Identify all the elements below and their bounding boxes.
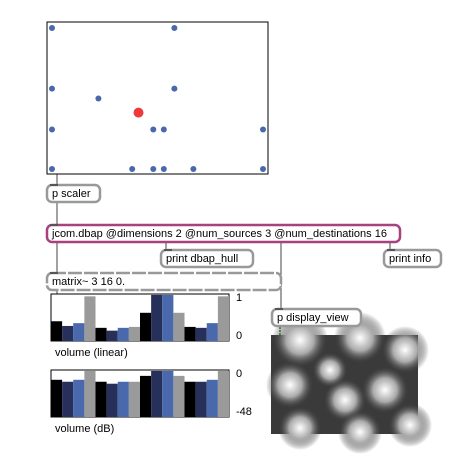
bar bbox=[195, 327, 207, 341]
bar bbox=[162, 294, 174, 341]
dbap-pad[interactable] bbox=[46, 21, 269, 175]
object-box[interactable] bbox=[382, 248, 443, 269]
bar bbox=[84, 370, 96, 417]
bar bbox=[151, 370, 163, 417]
destination-dot bbox=[49, 166, 55, 172]
destination-dot bbox=[171, 25, 178, 31]
bar bbox=[51, 321, 63, 341]
object-box[interactable] bbox=[45, 223, 402, 244]
destination-dot bbox=[160, 126, 167, 133]
bar bbox=[217, 370, 229, 417]
bar bbox=[140, 312, 152, 341]
bar bbox=[84, 296, 96, 341]
object-label: p scaler bbox=[52, 188, 91, 200]
bar bbox=[173, 312, 185, 341]
tick-label: -48 bbox=[236, 406, 252, 418]
bar bbox=[206, 379, 218, 417]
object-box[interactable] bbox=[159, 248, 255, 269]
destination-dot bbox=[260, 166, 266, 172]
bar bbox=[73, 323, 85, 341]
object-box[interactable] bbox=[270, 307, 363, 328]
tick-label: 0 bbox=[236, 368, 242, 380]
bar bbox=[206, 323, 218, 341]
object-label: jcom.dbap @dimensions 2 @num_sources 3 @… bbox=[51, 228, 387, 240]
bar bbox=[95, 381, 107, 417]
destination-dot bbox=[49, 25, 55, 31]
bar bbox=[62, 381, 74, 417]
bar bbox=[184, 326, 196, 341]
bar bbox=[117, 327, 129, 341]
tick-label: 1 bbox=[236, 292, 242, 304]
object-box[interactable] bbox=[45, 183, 102, 204]
bar bbox=[162, 370, 174, 417]
object-label: print dbap_hull bbox=[166, 253, 238, 265]
inlet bbox=[50, 224, 58, 226]
destination-dot bbox=[95, 95, 102, 102]
destination-dot bbox=[129, 166, 136, 172]
bar bbox=[151, 294, 163, 341]
bar bbox=[73, 379, 85, 417]
object-label: matrix~ 3 16 0. bbox=[52, 276, 125, 288]
bar bbox=[106, 383, 118, 417]
inlet bbox=[50, 272, 58, 274]
inlet bbox=[387, 249, 395, 251]
bar bbox=[195, 381, 207, 417]
object-label: p display_view bbox=[277, 312, 349, 324]
bar bbox=[128, 381, 140, 417]
bar bbox=[128, 326, 140, 341]
tick-label: 0 bbox=[236, 330, 242, 342]
bar bbox=[62, 325, 74, 341]
object-box[interactable] bbox=[45, 271, 283, 292]
inlet bbox=[164, 249, 172, 251]
inlet bbox=[50, 184, 58, 186]
destination-dot bbox=[49, 126, 55, 133]
destination-dot bbox=[150, 126, 157, 133]
inlet bbox=[275, 308, 283, 310]
bar bbox=[184, 381, 196, 417]
bar bbox=[140, 375, 152, 417]
bar bbox=[117, 381, 129, 417]
destination-dot bbox=[49, 85, 55, 92]
destination-dot bbox=[171, 85, 178, 92]
bar bbox=[217, 296, 229, 341]
source-dot[interactable] bbox=[133, 107, 144, 118]
destination-dot bbox=[190, 166, 197, 172]
destination-dot bbox=[160, 166, 167, 172]
bar bbox=[106, 330, 118, 341]
slider-label: volume (linear) bbox=[55, 347, 128, 359]
destination-dot bbox=[150, 166, 157, 172]
object-label: print info bbox=[389, 253, 431, 265]
bar bbox=[51, 379, 63, 417]
bar bbox=[173, 375, 185, 417]
display-view bbox=[266, 312, 432, 454]
bar bbox=[95, 327, 107, 341]
destination-dot bbox=[260, 126, 266, 133]
slider-label: volume (dB) bbox=[55, 423, 114, 435]
